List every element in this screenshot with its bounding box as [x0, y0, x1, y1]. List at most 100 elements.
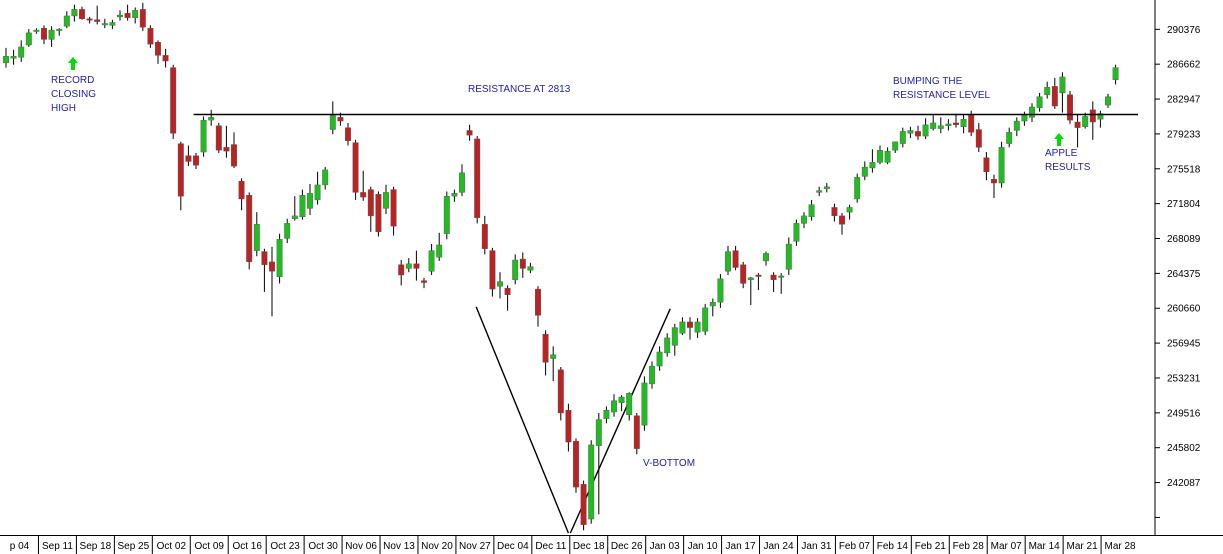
candle-body — [33, 29, 40, 32]
candle — [231, 132, 237, 169]
candle-body — [861, 166, 868, 177]
candle — [390, 186, 397, 236]
candle-body — [481, 224, 488, 249]
candle — [679, 317, 686, 336]
candle — [998, 141, 1005, 188]
candle — [884, 147, 891, 165]
candle — [892, 141, 899, 153]
x-tick-label: Oct 02 — [157, 541, 187, 552]
candle — [132, 7, 139, 24]
candle-body — [177, 143, 184, 197]
candle-body — [565, 409, 572, 443]
candle-body — [25, 32, 32, 46]
y-tick-label: 282947 — [1167, 95, 1201, 106]
annotations: RECORD CLOSING HIGH BUMPING THE RESISTANCE L… — [51, 57, 1091, 173]
v-bottom-label: V-BOTTOM — [643, 458, 695, 469]
candle — [763, 251, 769, 266]
candle-body — [383, 192, 389, 209]
candle — [322, 167, 329, 190]
candle — [740, 261, 747, 289]
candle-body — [877, 149, 883, 163]
candle — [550, 346, 557, 382]
v-bottom-right-line — [569, 308, 671, 534]
candle-body — [512, 259, 519, 280]
x-tick-label: Oct 30 — [308, 541, 338, 552]
candle-body — [215, 125, 222, 151]
candle — [603, 406, 610, 424]
candle — [345, 122, 351, 146]
candle — [770, 272, 777, 292]
candle — [86, 16, 93, 24]
candle-body — [725, 251, 731, 272]
y-tick-label: 271804 — [1167, 199, 1201, 210]
candle — [793, 219, 800, 246]
y-tick-label: 242087 — [1167, 478, 1201, 489]
candle-body — [238, 180, 245, 200]
candle — [436, 232, 443, 261]
candle — [474, 136, 481, 224]
x-tick-label: Dec 18 — [573, 541, 605, 552]
x-tick-label: Feb 07 — [839, 541, 871, 552]
candle — [877, 145, 883, 165]
candle — [785, 237, 792, 276]
candle — [580, 480, 587, 531]
candle — [542, 330, 549, 376]
x-tick-label: Nov 27 — [459, 541, 491, 552]
candle — [185, 145, 192, 167]
candle-body — [550, 354, 557, 359]
candle — [1044, 81, 1051, 99]
candle — [405, 258, 412, 273]
candle — [1074, 114, 1081, 148]
candle-body — [557, 369, 564, 414]
candle-body — [527, 266, 534, 271]
y-tick-label: 260660 — [1167, 304, 1201, 315]
candle-body — [839, 215, 845, 225]
x-tick-label: Jan 03 — [650, 541, 680, 552]
candle — [329, 101, 336, 135]
annotation-line: RECORD — [51, 75, 94, 86]
x-tick-label: Mar 14 — [1029, 541, 1061, 552]
candle-body — [580, 484, 587, 525]
candle-body — [1051, 86, 1058, 107]
candle — [360, 170, 367, 201]
candle — [626, 392, 633, 421]
candle — [801, 212, 807, 229]
candle — [25, 29, 32, 47]
arrow-up-icon — [68, 57, 78, 63]
candle — [443, 191, 450, 240]
candle-body — [922, 124, 929, 137]
candle-body — [1074, 121, 1081, 128]
candle — [33, 28, 40, 34]
candle — [725, 245, 731, 276]
candle — [1067, 91, 1073, 124]
candle-body — [436, 244, 443, 258]
candle-body — [1013, 120, 1020, 131]
x-tick-label: Sep 18 — [80, 541, 112, 552]
candle-body — [413, 263, 420, 269]
candle-body — [94, 19, 101, 22]
candle-body — [983, 157, 990, 172]
x-tick-label: Jan 17 — [726, 541, 756, 552]
candle-body — [185, 155, 192, 162]
y-tick-label: 275518 — [1167, 164, 1201, 175]
candle — [747, 276, 754, 306]
arrow-shaft — [1057, 138, 1061, 146]
candle-body — [1067, 94, 1073, 121]
candle-body — [519, 258, 526, 269]
candle-body — [451, 193, 458, 197]
candle — [497, 272, 503, 299]
candle-body — [1021, 114, 1028, 122]
candle — [1059, 72, 1066, 113]
candle-body — [1029, 106, 1035, 118]
candle — [307, 183, 313, 215]
candle — [284, 218, 291, 244]
y-tick-label: 245802 — [1167, 443, 1201, 454]
candle-body — [595, 419, 602, 447]
x-tick-label: Mar 07 — [991, 541, 1023, 552]
annotation-line: APPLE — [1045, 148, 1078, 159]
candle-body — [269, 261, 275, 272]
annotation-text: BUMPING THE RESISTANCE LEVEL — [893, 76, 991, 101]
candle-body — [535, 288, 541, 316]
candle-body — [322, 169, 329, 186]
